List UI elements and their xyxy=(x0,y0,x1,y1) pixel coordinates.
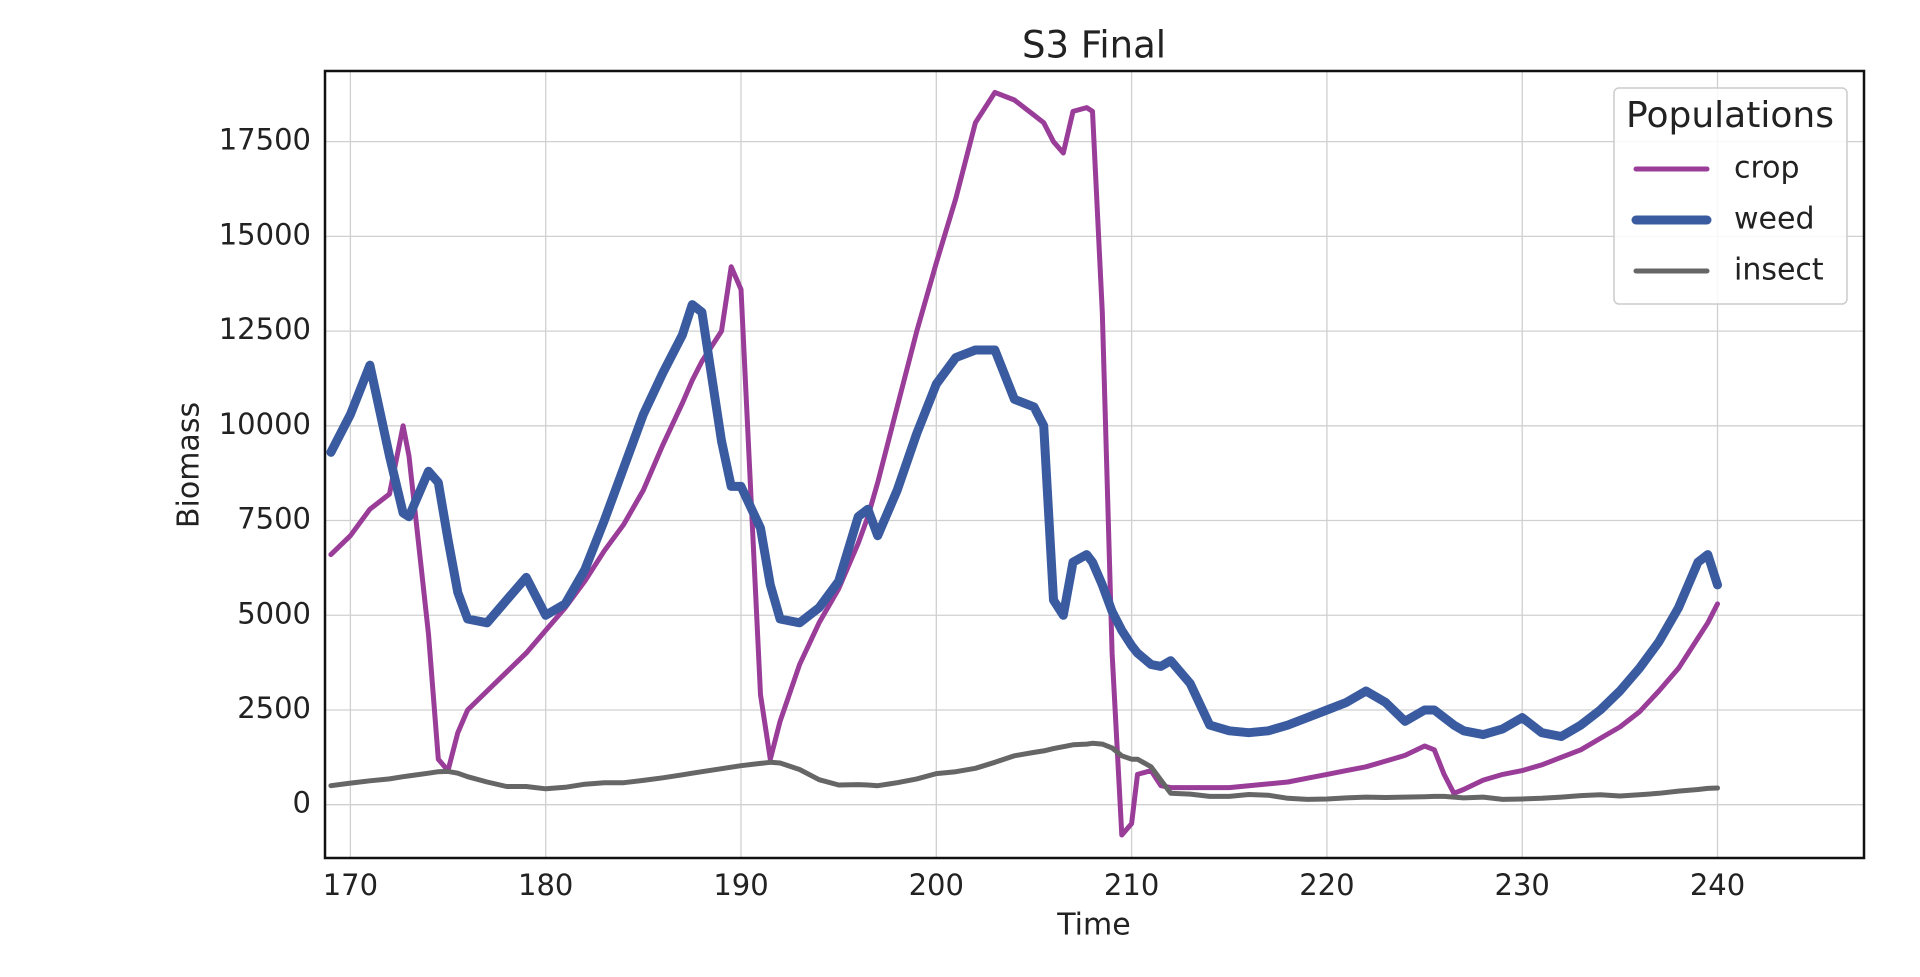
x-tick-label: 180 xyxy=(518,868,573,902)
legend-box xyxy=(1613,87,1848,305)
legend-label: weed xyxy=(1734,202,1815,237)
x-tick-label: 210 xyxy=(1104,868,1159,902)
x-axis-label: Time xyxy=(1056,908,1130,943)
y-tick-label: 2500 xyxy=(237,691,311,725)
legend-label: insect xyxy=(1734,253,1824,288)
plot-frame xyxy=(323,69,1866,860)
x-tick-label: 170 xyxy=(323,868,378,902)
x-tick-label: 200 xyxy=(909,868,964,902)
x-tick-label: 230 xyxy=(1495,868,1550,902)
legend-label: crop xyxy=(1734,151,1800,186)
series-line xyxy=(328,740,1720,802)
x-tick-label: 240 xyxy=(1690,868,1745,902)
legend: Populations crop weed insect xyxy=(1613,87,1848,305)
x-tick-label: 190 xyxy=(713,868,768,902)
y-tick-label: 10000 xyxy=(219,407,311,441)
y-axis-label: Biomass xyxy=(172,402,207,528)
legend-title: Populations xyxy=(1626,95,1834,136)
series-line xyxy=(328,89,1720,838)
y-tick-label: 7500 xyxy=(237,502,311,536)
y-tick-label: 17500 xyxy=(219,123,311,157)
x-tick-label: 220 xyxy=(1299,868,1354,902)
y-tick-label: 5000 xyxy=(237,596,311,630)
series-line xyxy=(326,300,1722,741)
y-tick-label: 0 xyxy=(293,786,311,820)
y-tick-label: 12500 xyxy=(219,312,311,346)
y-tick-label: 15000 xyxy=(219,217,311,251)
lines xyxy=(326,89,1722,838)
chart-title: S3 Final xyxy=(1022,24,1166,67)
